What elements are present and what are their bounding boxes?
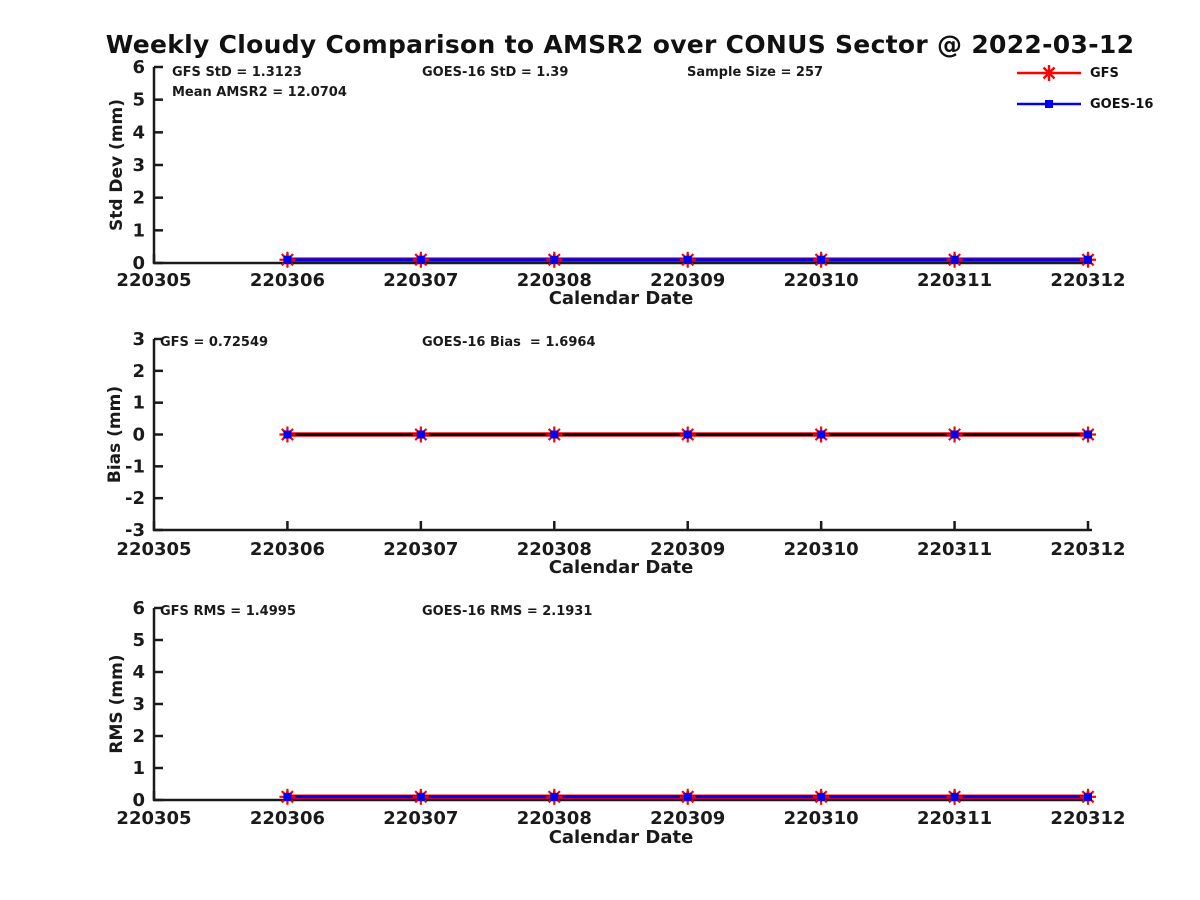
x-tick-label: 220306 bbox=[250, 808, 325, 829]
marker-goes-16-square bbox=[416, 255, 425, 264]
marker-goes-16-square bbox=[683, 792, 692, 801]
marker-goes-16-square bbox=[817, 792, 826, 801]
y-tick-label: 4 bbox=[132, 122, 145, 143]
y-tick-label: 1 bbox=[132, 758, 145, 779]
x-tick-label: 220311 bbox=[917, 808, 992, 829]
annotation-text: GOES-16 RMS = 2.1931 bbox=[422, 604, 592, 619]
annotation-text: GFS RMS = 1.4995 bbox=[160, 604, 296, 619]
y-tick-label: 1 bbox=[132, 393, 145, 414]
annotation-text: GOES-16 StD = 1.39 bbox=[422, 65, 568, 80]
x-tick-label: 220306 bbox=[250, 539, 325, 560]
y-tick-label: 6 bbox=[132, 598, 145, 619]
marker-goes-16-square bbox=[683, 255, 692, 264]
marker-goes-16-square bbox=[283, 792, 292, 801]
marker-goes-16-square bbox=[950, 430, 959, 439]
y-tick-label: -1 bbox=[125, 456, 145, 477]
marker-goes-16-square bbox=[416, 792, 425, 801]
x-tick-label: 220312 bbox=[1050, 539, 1125, 560]
legend-label-goes16: GOES-16 bbox=[1090, 96, 1154, 112]
marker-goes-16-square bbox=[950, 792, 959, 801]
x-tick-label: 220306 bbox=[250, 270, 325, 291]
marker-goes-16-square bbox=[1084, 792, 1092, 801]
y-tick-label: 0 bbox=[132, 790, 145, 811]
y-tick-label: 2 bbox=[132, 726, 145, 747]
legend-item-gfs[interactable]: GFS bbox=[1014, 63, 1153, 83]
y-tick-label: 6 bbox=[132, 57, 145, 78]
y-tick-label: 2 bbox=[132, 361, 145, 382]
marker-goes-16-square bbox=[817, 430, 826, 439]
x-tick-label: 220308 bbox=[517, 539, 592, 560]
axis-title-x: Calendar Date bbox=[549, 557, 694, 578]
marker-goes-16-square bbox=[550, 430, 559, 439]
x-tick-label: 220311 bbox=[917, 539, 992, 560]
marker-goes-16-square bbox=[283, 255, 292, 264]
x-tick-label: 220310 bbox=[784, 808, 859, 829]
y-tick-label: 0 bbox=[132, 253, 145, 274]
y-tick-label: 4 bbox=[132, 662, 145, 683]
gfs-line-asterisk-icon bbox=[1017, 65, 1081, 81]
x-tick-label: 220305 bbox=[116, 808, 191, 829]
y-tick-label: 3 bbox=[132, 694, 145, 715]
axis-title-y: RMS (mm) bbox=[107, 654, 127, 753]
x-tick-label: 220310 bbox=[784, 539, 859, 560]
marker-goes-16-square bbox=[550, 255, 559, 264]
annotation-text: GOES-16 Bias = 1.6964 bbox=[422, 335, 596, 350]
y-tick-label: 0 bbox=[132, 425, 145, 446]
annotation-text: GFS = 0.72549 bbox=[160, 335, 268, 350]
marker-goes-16-square bbox=[283, 430, 292, 439]
annotation-text: GFS StD = 1.3123 bbox=[172, 65, 302, 80]
marker-goes-16-square bbox=[416, 430, 425, 439]
y-tick-label: 2 bbox=[132, 188, 145, 209]
y-tick-label: -2 bbox=[125, 488, 145, 509]
axis-title-y: Std Dev (mm) bbox=[107, 99, 127, 231]
y-tick-label: 1 bbox=[132, 220, 145, 241]
x-tick-label: 220305 bbox=[116, 539, 191, 560]
x-tick-label: 220310 bbox=[784, 270, 859, 291]
marker-goes-16-square bbox=[1084, 430, 1092, 439]
x-tick-label: 220307 bbox=[383, 270, 458, 291]
y-tick-label: 5 bbox=[132, 90, 145, 111]
goes16-line-square-icon bbox=[1017, 100, 1081, 108]
x-tick-label: 220312 bbox=[1050, 808, 1125, 829]
x-tick-label: 220309 bbox=[650, 270, 725, 291]
x-tick-label: 220307 bbox=[383, 808, 458, 829]
x-tick-label: 220311 bbox=[917, 270, 992, 291]
axis-title-x: Calendar Date bbox=[549, 827, 694, 848]
figure-title: Weekly Cloudy Comparison to AMSR2 over C… bbox=[105, 30, 1135, 59]
legend-label-gfs: GFS bbox=[1090, 65, 1119, 81]
x-tick-label: 220307 bbox=[383, 539, 458, 560]
annotation-text: Sample Size = 257 bbox=[687, 65, 823, 80]
y-tick-label: 5 bbox=[132, 630, 145, 651]
legend: GFS GOES-16 bbox=[1014, 63, 1153, 125]
marker-goes-16-square bbox=[817, 255, 826, 264]
x-tick-label: 220312 bbox=[1050, 270, 1125, 291]
legend-item-goes16[interactable]: GOES-16 bbox=[1014, 94, 1153, 114]
axis-title-y: Bias (mm) bbox=[105, 386, 125, 483]
marker-goes-16-square bbox=[1084, 255, 1092, 264]
marker-goes-16-square bbox=[550, 792, 559, 801]
x-tick-label: 220309 bbox=[650, 539, 725, 560]
x-tick-label: 220309 bbox=[650, 808, 725, 829]
y-tick-label: 3 bbox=[132, 329, 145, 350]
x-tick-label: 220305 bbox=[116, 270, 191, 291]
marker-goes-16-square bbox=[950, 255, 959, 264]
y-tick-label: 3 bbox=[132, 155, 145, 176]
y-tick-label: -3 bbox=[125, 520, 145, 541]
x-tick-label: 220308 bbox=[517, 808, 592, 829]
annotation-text: Mean AMSR2 = 12.0704 bbox=[172, 85, 347, 100]
axis-title-x: Calendar Date bbox=[549, 288, 694, 309]
x-tick-label: 220308 bbox=[517, 270, 592, 291]
marker-goes-16-square bbox=[683, 430, 692, 439]
